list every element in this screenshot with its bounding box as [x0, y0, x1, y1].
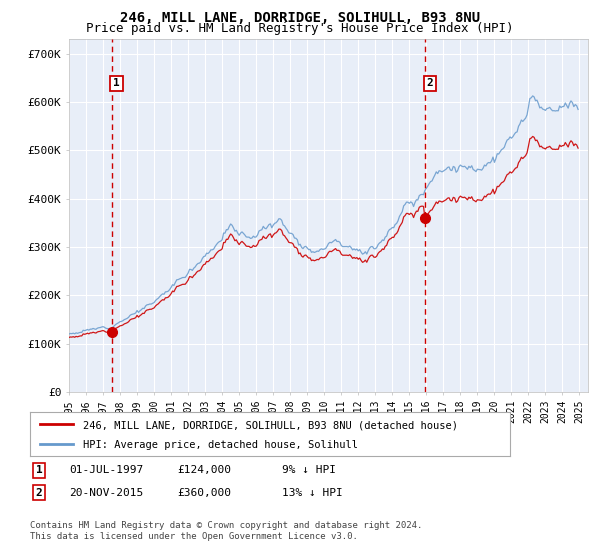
Text: 246, MILL LANE, DORRIDGE, SOLIHULL, B93 8NU (detached house): 246, MILL LANE, DORRIDGE, SOLIHULL, B93 …: [83, 420, 458, 430]
Text: 246, MILL LANE, DORRIDGE, SOLIHULL, B93 8NU: 246, MILL LANE, DORRIDGE, SOLIHULL, B93 …: [120, 11, 480, 25]
Text: 01-JUL-1997: 01-JUL-1997: [69, 465, 143, 475]
Text: £360,000: £360,000: [177, 488, 231, 498]
Text: 13% ↓ HPI: 13% ↓ HPI: [282, 488, 343, 498]
Text: 2: 2: [35, 488, 43, 498]
Text: This data is licensed under the Open Government Licence v3.0.: This data is licensed under the Open Gov…: [30, 532, 358, 541]
Text: Price paid vs. HM Land Registry's House Price Index (HPI): Price paid vs. HM Land Registry's House …: [86, 22, 514, 35]
Text: £124,000: £124,000: [177, 465, 231, 475]
Text: 20-NOV-2015: 20-NOV-2015: [69, 488, 143, 498]
Text: Contains HM Land Registry data © Crown copyright and database right 2024.: Contains HM Land Registry data © Crown c…: [30, 521, 422, 530]
Text: HPI: Average price, detached house, Solihull: HPI: Average price, detached house, Soli…: [83, 440, 358, 450]
Text: 1: 1: [113, 78, 120, 88]
Text: 9% ↓ HPI: 9% ↓ HPI: [282, 465, 336, 475]
Text: 2: 2: [427, 78, 433, 88]
Text: 1: 1: [35, 465, 43, 475]
